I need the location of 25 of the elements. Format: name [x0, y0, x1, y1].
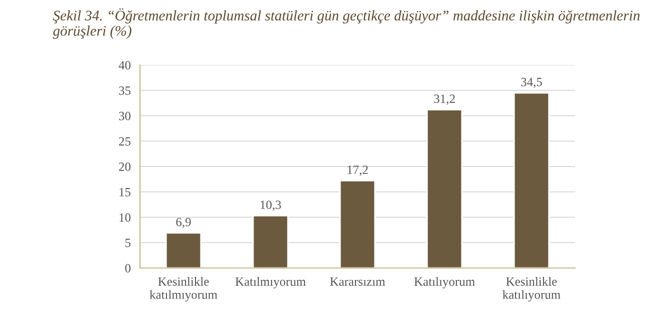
- bar: [426, 108, 463, 268]
- x-tick-label: Katılıyorum: [414, 277, 475, 288]
- y-tick-label: 35: [119, 86, 130, 95]
- bar: [252, 215, 289, 268]
- y-tick-label: 10: [120, 213, 130, 222]
- y-tick-label: 0: [125, 264, 130, 272]
- data-label: 10,3: [260, 200, 281, 211]
- bar: [513, 92, 550, 268]
- y-tick-label: 40: [118, 61, 130, 70]
- x-tick-label: Kesinlikle katılmıyorum: [150, 277, 218, 302]
- data-label: 34,5: [521, 78, 542, 88]
- chart-title: Şekil 34. “Öğretmenlerin toplumsal statüleri gün geçtikçe düşüyor” maddesine ilişkin öğretmenlerin görüşleri (%): [52, 8, 640, 39]
- data-label: 6,9: [176, 218, 191, 228]
- bar: [165, 232, 202, 268]
- x-tick-label: Kararsızım: [330, 278, 386, 286]
- data-label: 17,2: [348, 166, 368, 176]
- bar: [339, 180, 376, 268]
- y-tick-label: 15: [120, 188, 130, 196]
- data-label: 31,2: [434, 94, 455, 105]
- y-tick-label: 30: [119, 112, 130, 120]
- y-tick-label: 25: [119, 137, 130, 146]
- x-tick-label: Kesinlikle katılıyorum: [502, 277, 560, 302]
- x-tick-label: Katılmıyorum: [235, 277, 306, 288]
- y-tick-label: 20: [119, 162, 130, 171]
- y-tick-label: 5: [125, 238, 130, 248]
